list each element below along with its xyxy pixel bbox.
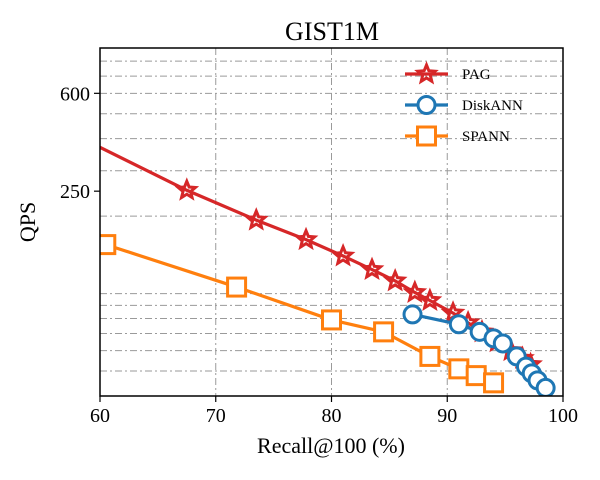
series-line-pag bbox=[100, 145, 532, 366]
legend-marker bbox=[416, 95, 437, 115]
data-point-diskann bbox=[535, 377, 556, 396]
legend-entry-pag: PAG bbox=[405, 61, 491, 85]
data-point-spann bbox=[100, 234, 117, 256]
data-point-pag bbox=[417, 287, 443, 311]
legend: PAG DiskANN SPANN bbox=[405, 61, 523, 147]
legend-label: SPANN bbox=[462, 129, 510, 145]
series-spann bbox=[100, 234, 505, 394]
data-point-diskann bbox=[492, 333, 513, 354]
data-point-pag bbox=[402, 279, 428, 303]
legend-marker bbox=[416, 125, 437, 147]
data-point-spann bbox=[465, 365, 487, 387]
x-tick-label: 60 bbox=[90, 405, 110, 427]
data-point-diskann bbox=[402, 304, 423, 325]
y-axis-label: QPS bbox=[15, 202, 40, 242]
data-point-pag bbox=[293, 226, 319, 251]
data-point-spann bbox=[373, 321, 395, 343]
legend-label: PAG bbox=[462, 67, 491, 83]
legend-entry-spann: SPANN bbox=[405, 125, 510, 147]
data-point-pag bbox=[359, 256, 385, 281]
x-tick-label: 70 bbox=[206, 405, 226, 427]
x-axis-label: Recall@100 (%) bbox=[257, 433, 405, 458]
data-point-diskann bbox=[448, 314, 469, 335]
data-point-pag bbox=[382, 267, 408, 292]
x-tick-label: 100 bbox=[548, 405, 578, 427]
ticks: 60 70 80 90 100 600 250 bbox=[60, 83, 578, 427]
legend-label: DiskANN bbox=[462, 98, 523, 114]
series-layer bbox=[100, 145, 556, 396]
data-point-pag bbox=[243, 207, 269, 231]
data-point-spann bbox=[448, 358, 470, 380]
data-point-spann bbox=[483, 372, 505, 394]
legend-entry-diskann: DiskANN bbox=[405, 95, 523, 115]
x-tick-label: 80 bbox=[322, 405, 342, 427]
data-point-spann bbox=[226, 276, 248, 298]
y-tick-label: 600 bbox=[60, 83, 90, 105]
x-tick-label: 90 bbox=[437, 405, 457, 427]
y-tick-label: 250 bbox=[60, 181, 90, 203]
data-point-spann bbox=[419, 345, 441, 367]
data-point-pag bbox=[330, 243, 356, 267]
data-point-pag bbox=[174, 177, 200, 201]
data-point-spann bbox=[321, 309, 342, 331]
series-diskann bbox=[402, 304, 556, 396]
chart-title: GIST1M bbox=[285, 17, 379, 46]
legend-marker bbox=[414, 61, 439, 85]
